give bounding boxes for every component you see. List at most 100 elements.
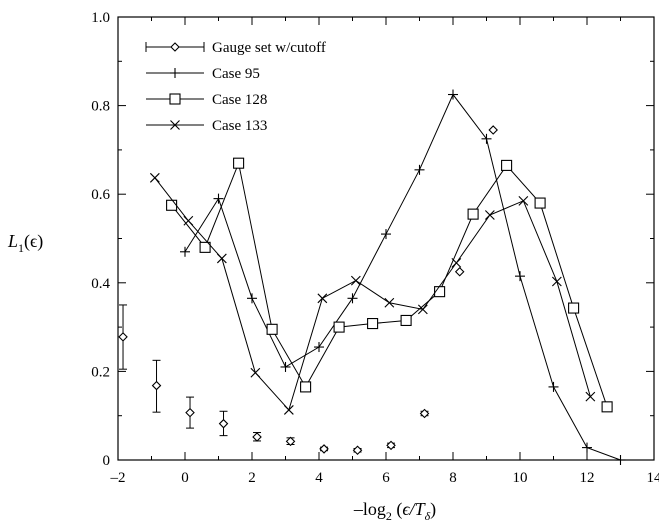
data-point: [419, 408, 430, 419]
marker-diamond: [386, 440, 396, 451]
data-point: [180, 246, 190, 257]
marker-diamond: [319, 444, 329, 454]
x-tick-label: 8: [449, 470, 457, 486]
data-point: [347, 293, 358, 304]
marker-square: [534, 197, 546, 209]
series-1: [180, 89, 626, 465]
data-point: [417, 304, 428, 315]
data-point: [149, 172, 160, 183]
data-point: [484, 210, 495, 220]
data-point: [218, 418, 229, 429]
marker-square: [166, 199, 178, 211]
data-point: [233, 157, 245, 169]
x-tick-label: 10: [513, 470, 528, 486]
marker-diamond: [252, 432, 262, 442]
data-point: [247, 293, 257, 304]
marker-square: [199, 241, 211, 253]
x-tick-label: 0: [181, 470, 189, 486]
marker-square: [568, 302, 580, 314]
data-point: [183, 215, 194, 226]
legend-label: Case 133: [212, 118, 267, 134]
y-axis-label: L1(ϵ): [7, 231, 43, 255]
data-point: [467, 208, 479, 220]
marker-x-b: [216, 253, 227, 264]
data-point: [451, 257, 462, 268]
data-point: [213, 193, 224, 204]
data-point: [151, 380, 162, 391]
marker-square: [467, 208, 479, 220]
series-3: [149, 172, 596, 415]
data-point: [280, 361, 291, 372]
data-point: [185, 407, 195, 418]
y-tick-label: 0.6: [91, 187, 110, 203]
data-point: [551, 276, 562, 287]
marker-diamond: [352, 445, 363, 456]
marker-diamond: [285, 436, 296, 447]
marker-diamond: [185, 407, 195, 418]
y-tick-label: 0: [103, 453, 111, 469]
marker-square: [233, 157, 245, 169]
series-layer: [118, 89, 626, 465]
series-2: [166, 157, 613, 413]
x-tick-label: 6: [382, 470, 390, 486]
data-point: [548, 381, 559, 392]
data-point: [488, 125, 498, 135]
marker-square: [601, 401, 613, 413]
data-point: [333, 321, 345, 333]
marker-square: [333, 321, 345, 333]
data-point: [585, 391, 596, 402]
x-axis-label-var: ϵ/T: [402, 499, 426, 519]
data-point: [518, 195, 529, 206]
x-tick-label: 14: [647, 470, 659, 486]
marker-x-b: [551, 276, 562, 287]
data-point: [300, 381, 312, 393]
series-0: [118, 125, 498, 456]
legend-marker: [170, 42, 180, 52]
x-axis-label-open: (: [392, 499, 403, 520]
marker-x-b: [484, 210, 495, 220]
data-point: [381, 229, 391, 240]
y-tick-label: 0.8: [91, 99, 110, 115]
data-point: [386, 440, 396, 451]
marker-square: [367, 318, 379, 330]
legend-label: Case 95: [212, 66, 260, 82]
data-point: [285, 436, 296, 447]
marker-diamond: [170, 42, 180, 52]
x-tick-label: 4: [315, 470, 323, 486]
marker-x-b: [451, 257, 462, 268]
data-point: [582, 442, 592, 453]
data-point: [199, 241, 211, 253]
x-axis-label-sub: 2: [386, 509, 392, 523]
series-line: [184, 93, 621, 461]
x-tick-label: 2: [248, 470, 256, 486]
data-point: [216, 253, 227, 264]
data-point: [534, 197, 546, 209]
x-tick-label: –2: [110, 470, 126, 486]
data-point: [481, 133, 492, 144]
data-point: [601, 401, 613, 413]
x-tick-label: 12: [580, 470, 595, 486]
x-axis-label-close: ): [430, 499, 436, 520]
data-point: [515, 271, 525, 282]
data-point: [454, 266, 465, 277]
data-point: [367, 318, 379, 330]
marker-square: [400, 314, 412, 327]
y-tick-label: 0.2: [91, 364, 110, 380]
marker-square: [266, 323, 278, 335]
marker-square: [169, 93, 181, 105]
marker-x-b: [518, 195, 529, 206]
legend-marker: [170, 68, 180, 78]
marker-diamond: [419, 408, 430, 419]
data-point: [352, 445, 363, 456]
y-tick-label: 0.4: [91, 276, 110, 292]
marker-x-b: [350, 275, 361, 286]
marker-x-b: [283, 405, 294, 415]
legend-label: Gauge set w/cutoff: [212, 40, 326, 56]
legend-item: Gauge set w/cutoff: [145, 40, 326, 56]
y-tick-label: 1.0: [91, 10, 110, 26]
x-axis-label: –log2 (ϵ/Tδ): [353, 499, 436, 523]
marker-diamond: [218, 418, 229, 429]
data-point: [266, 323, 278, 335]
data-point: [118, 332, 128, 342]
